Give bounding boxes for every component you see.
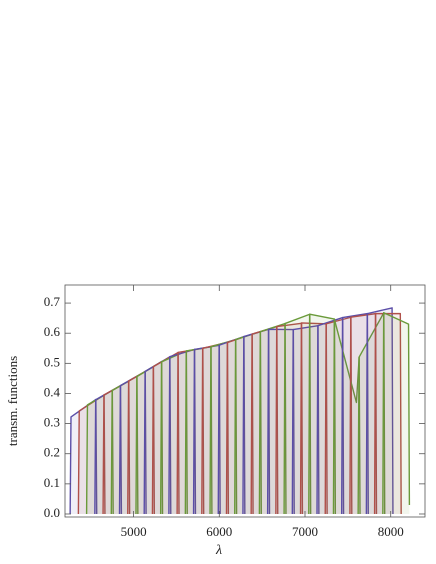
filter-fill [168, 349, 196, 514]
filter-fill [160, 350, 188, 514]
filter-fill [308, 314, 336, 514]
filter-curve [308, 313, 337, 514]
filter-fill [193, 345, 221, 514]
filter-curve [291, 324, 320, 514]
filter-fill [152, 352, 179, 514]
y-tick-label: 0.1 [44, 475, 60, 490]
filter-curve [266, 328, 295, 514]
filter-curve [275, 322, 304, 514]
filter-fill [70, 399, 97, 514]
filter-fill [242, 329, 270, 514]
filter-fill [267, 329, 295, 514]
x-tick-label: 6000 [206, 524, 232, 539]
y-tick-label: 0.6 [44, 324, 61, 339]
filter-curve [365, 307, 394, 514]
filter-curve [357, 312, 386, 514]
y-tick-label: 0.3 [44, 415, 60, 430]
filter-curve [332, 318, 361, 514]
filter-fill [103, 381, 130, 514]
filter-fill [366, 307, 393, 514]
filter-fill [382, 312, 410, 514]
filter-fill [94, 385, 122, 514]
filter-fill [135, 361, 163, 514]
frame [64, 284, 426, 518]
filter-fill [144, 356, 171, 514]
filter-fill [119, 371, 147, 514]
y-axis-label: transm. functions [5, 356, 20, 446]
filter-fill [218, 336, 245, 514]
filter-fill [284, 314, 311, 514]
x-tick-label: 7000 [292, 524, 318, 539]
filter-fill [251, 326, 278, 514]
filter-fill [292, 325, 319, 514]
filter-curve [168, 348, 197, 514]
filter-curve [373, 312, 402, 514]
filter-fill [374, 313, 402, 514]
x-axis-label: λ [215, 543, 222, 558]
filter-fill [111, 376, 138, 514]
filter-curve [382, 312, 411, 514]
filter-fill [234, 331, 262, 514]
filter-fill [185, 346, 212, 514]
y-tick-label: 0.0 [44, 505, 60, 520]
y-tick-label: 0.2 [44, 445, 60, 460]
filter-curve [283, 313, 312, 514]
filter-curve [340, 312, 369, 514]
filter-fill [201, 342, 229, 514]
filter-fill [127, 366, 155, 514]
filter-fill [78, 394, 105, 514]
y-tick-label: 0.4 [44, 384, 61, 399]
filter-fill [226, 334, 254, 514]
filter-fill [317, 317, 344, 514]
filter-fill [210, 339, 237, 514]
filter-fill [275, 323, 303, 514]
x-tick-label: 8000 [378, 524, 404, 539]
filter-fill [177, 348, 204, 514]
plot-area [69, 307, 411, 514]
filter-fill [349, 313, 377, 514]
filter-fill [341, 313, 369, 514]
y-tick-label: 0.7 [44, 294, 61, 309]
filter-fill [325, 317, 352, 514]
x-tick-label: 5000 [121, 524, 147, 539]
filter-curve [324, 316, 353, 514]
filter-curve [299, 322, 328, 514]
filter-fill [333, 319, 361, 514]
filter-curve [316, 316, 345, 514]
filter-curve [258, 322, 287, 514]
filter-curve [349, 312, 378, 514]
y-tick-label: 0.5 [44, 354, 60, 369]
filter-fill [259, 323, 286, 514]
filter-fill [86, 390, 114, 514]
filter-curve [159, 350, 188, 514]
filter-fill [300, 322, 328, 514]
filter-fill [358, 312, 385, 514]
